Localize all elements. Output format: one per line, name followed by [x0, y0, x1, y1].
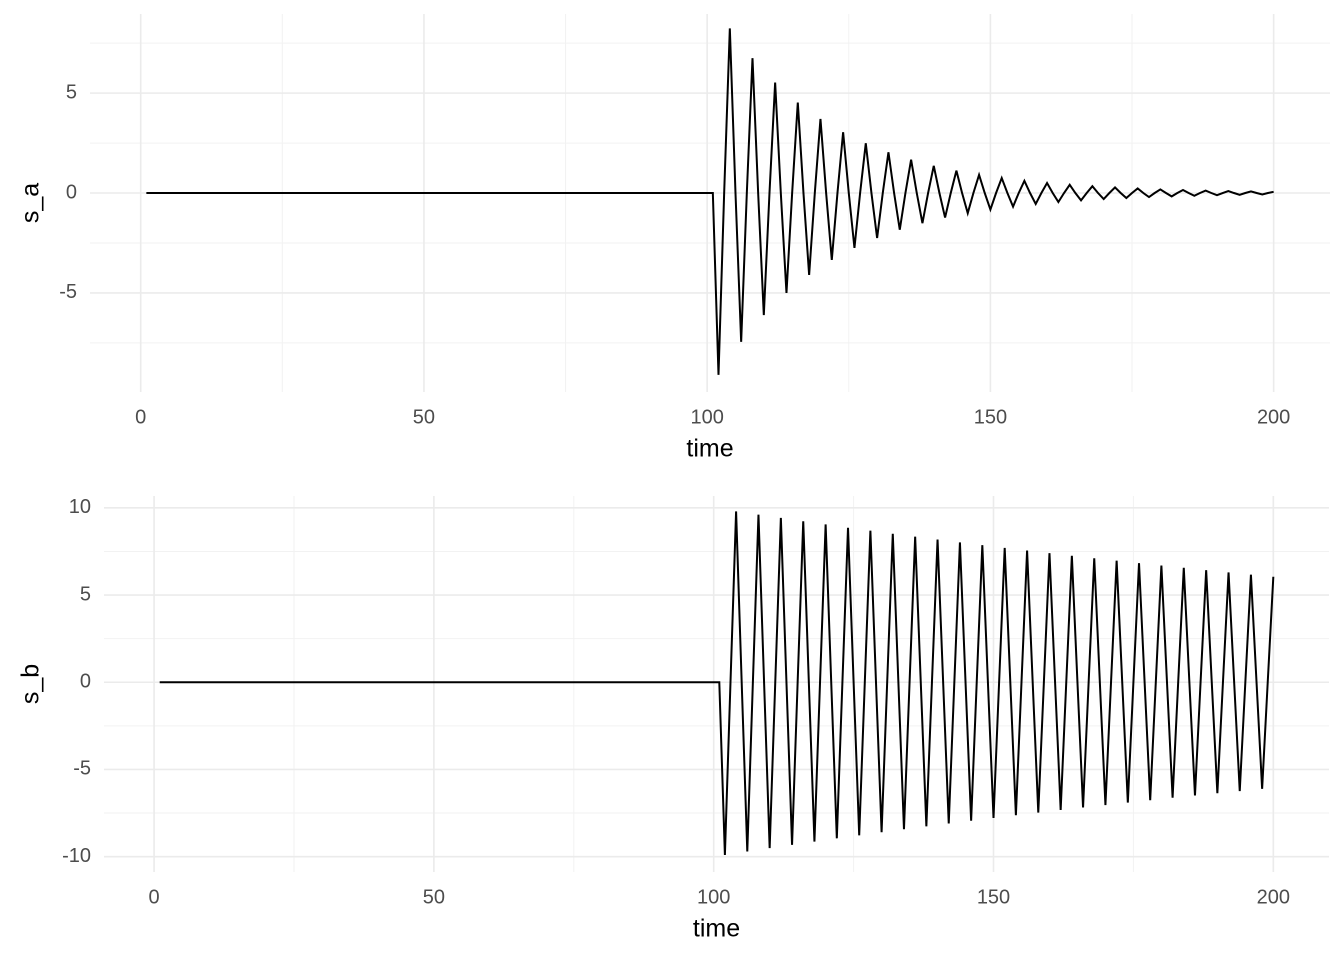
y-tick-label: -10 [62, 845, 91, 867]
data-line [146, 28, 1274, 375]
x-tick-label: 150 [977, 886, 1010, 908]
y-tick-label: 5 [80, 583, 91, 605]
y-tick-label: -5 [73, 758, 91, 780]
x-tick-label: 200 [1257, 886, 1290, 908]
y-tick-label: -5 [59, 281, 77, 303]
x-tick-label: 100 [697, 886, 730, 908]
y-axis-title: s_a [17, 183, 45, 223]
x-tick-label: 50 [423, 886, 445, 908]
x-tick-label: 200 [1257, 406, 1290, 428]
y-tick-label: 10 [69, 496, 91, 518]
y-axis-title: s_b [17, 664, 45, 704]
x-tick-label: 0 [149, 886, 160, 908]
y-tick-label: 0 [66, 181, 77, 203]
x-axis-title: time [693, 915, 740, 943]
x-tick-label: 50 [413, 406, 435, 428]
x-axis-title: time [686, 435, 733, 463]
x-tick-label: 100 [690, 406, 723, 428]
x-tick-label: 150 [974, 406, 1007, 428]
x-tick-label: 0 [135, 406, 146, 428]
data-line [159, 511, 1275, 855]
y-tick-label: 0 [80, 671, 91, 693]
y-tick-label: 5 [66, 81, 77, 103]
